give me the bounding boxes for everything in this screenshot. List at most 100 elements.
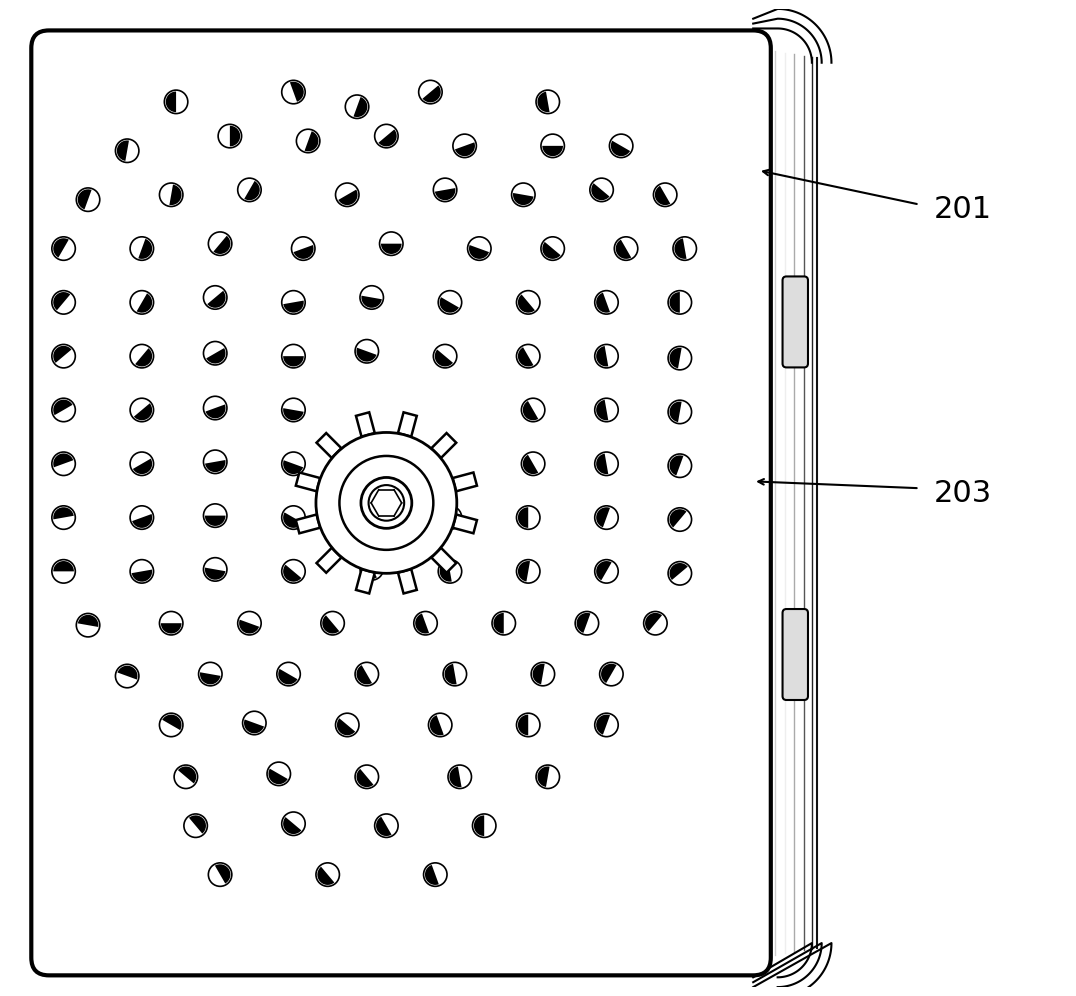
Circle shape: [541, 134, 565, 157]
Polygon shape: [398, 569, 416, 594]
Circle shape: [434, 345, 457, 368]
Circle shape: [282, 345, 306, 368]
Circle shape: [282, 812, 306, 836]
Circle shape: [115, 664, 139, 688]
Wedge shape: [283, 357, 303, 367]
Circle shape: [130, 398, 154, 421]
Wedge shape: [305, 131, 318, 151]
Circle shape: [165, 90, 188, 114]
Wedge shape: [294, 245, 313, 259]
Wedge shape: [213, 236, 230, 254]
Circle shape: [590, 178, 613, 201]
Wedge shape: [132, 514, 152, 528]
Circle shape: [282, 506, 306, 529]
Polygon shape: [398, 412, 416, 436]
Circle shape: [532, 662, 554, 686]
Circle shape: [668, 562, 692, 585]
Wedge shape: [518, 348, 534, 367]
Circle shape: [209, 863, 231, 886]
Wedge shape: [279, 669, 297, 684]
Wedge shape: [283, 512, 302, 528]
Circle shape: [516, 291, 540, 314]
Wedge shape: [596, 293, 610, 313]
Polygon shape: [453, 515, 477, 533]
Circle shape: [199, 662, 222, 686]
Circle shape: [443, 662, 467, 686]
Wedge shape: [518, 295, 535, 313]
Circle shape: [184, 814, 208, 838]
Circle shape: [203, 558, 227, 581]
Circle shape: [668, 508, 692, 531]
Circle shape: [130, 506, 154, 529]
Circle shape: [668, 400, 692, 423]
Circle shape: [522, 452, 544, 475]
Polygon shape: [356, 569, 374, 594]
Wedge shape: [137, 294, 152, 313]
Circle shape: [448, 765, 471, 789]
Circle shape: [468, 237, 491, 260]
Circle shape: [242, 711, 266, 735]
Circle shape: [472, 814, 496, 838]
Wedge shape: [362, 507, 379, 525]
Wedge shape: [415, 614, 429, 633]
Circle shape: [130, 560, 154, 583]
FancyBboxPatch shape: [782, 277, 808, 368]
Circle shape: [282, 81, 306, 104]
Circle shape: [516, 713, 540, 737]
Circle shape: [668, 347, 692, 370]
Circle shape: [360, 503, 383, 526]
Circle shape: [292, 237, 315, 260]
Circle shape: [316, 432, 457, 574]
Wedge shape: [577, 613, 591, 632]
Circle shape: [336, 183, 359, 206]
Wedge shape: [435, 188, 455, 200]
Circle shape: [159, 612, 183, 634]
Wedge shape: [139, 239, 152, 259]
Circle shape: [209, 232, 231, 255]
Wedge shape: [596, 714, 610, 735]
Circle shape: [595, 398, 619, 421]
Wedge shape: [469, 245, 489, 259]
Circle shape: [203, 450, 227, 473]
Circle shape: [536, 90, 560, 114]
Wedge shape: [596, 399, 608, 420]
Wedge shape: [53, 292, 70, 311]
Polygon shape: [356, 412, 374, 436]
Wedge shape: [239, 620, 259, 633]
Circle shape: [609, 134, 633, 157]
Wedge shape: [206, 404, 226, 418]
Wedge shape: [215, 865, 230, 883]
Circle shape: [516, 506, 540, 529]
Circle shape: [541, 237, 565, 260]
Circle shape: [614, 237, 638, 260]
Wedge shape: [381, 244, 401, 254]
Text: 201: 201: [934, 195, 992, 224]
Wedge shape: [283, 408, 303, 420]
Wedge shape: [376, 817, 392, 836]
Wedge shape: [655, 186, 670, 205]
Circle shape: [355, 765, 379, 789]
Wedge shape: [204, 516, 226, 526]
Wedge shape: [162, 714, 182, 730]
Circle shape: [672, 237, 696, 260]
Wedge shape: [53, 399, 72, 415]
Circle shape: [203, 286, 227, 309]
Circle shape: [374, 814, 398, 838]
Circle shape: [296, 129, 320, 152]
Wedge shape: [322, 616, 339, 633]
Wedge shape: [450, 767, 462, 787]
Circle shape: [576, 612, 598, 634]
Wedge shape: [440, 297, 458, 313]
Wedge shape: [53, 507, 74, 519]
Wedge shape: [444, 664, 456, 684]
Wedge shape: [207, 348, 226, 364]
FancyBboxPatch shape: [782, 609, 808, 700]
Circle shape: [360, 477, 412, 528]
Circle shape: [282, 398, 306, 421]
Circle shape: [282, 291, 306, 314]
Polygon shape: [316, 433, 341, 458]
Wedge shape: [669, 563, 688, 580]
Wedge shape: [455, 142, 475, 156]
Wedge shape: [289, 82, 303, 102]
Wedge shape: [423, 86, 441, 103]
